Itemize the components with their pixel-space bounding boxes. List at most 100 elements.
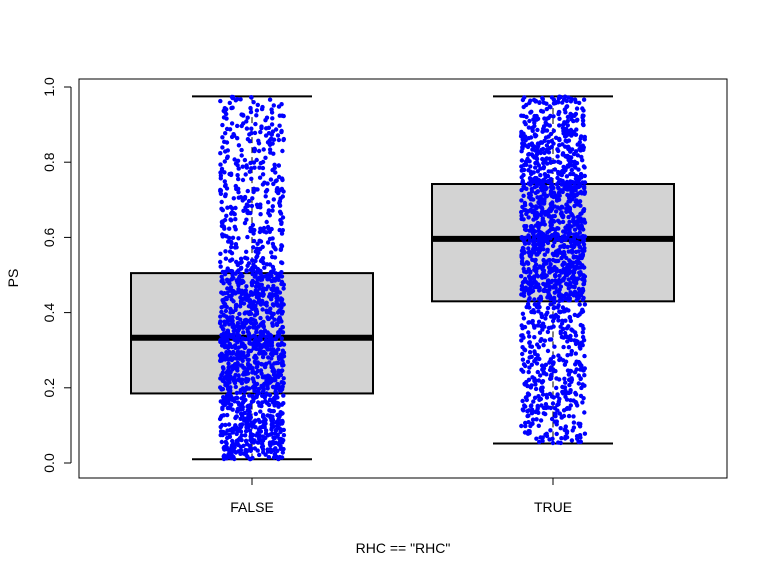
data-point [552,295,557,300]
x-tick-label-true: TRUE [534,499,572,515]
data-point [261,412,266,418]
data-point [246,294,251,299]
data-point [548,105,553,110]
data-point [239,437,244,443]
data-point [230,315,235,320]
data-point [560,189,565,195]
data-point [220,145,225,150]
data-point [245,263,250,268]
data-point [270,264,276,270]
data-point [243,288,248,293]
data-point [252,359,258,364]
data-point [233,183,238,189]
data-point [551,395,556,400]
data-point [269,311,274,316]
data-point [246,198,252,204]
data-point [556,197,562,202]
data-point [281,282,286,287]
data-point [241,330,246,335]
data-point [227,235,232,241]
data-point [557,109,562,115]
data-point [541,405,547,411]
data-point [225,154,230,159]
data-point [519,158,525,163]
data-point [251,245,256,250]
data-point [544,392,549,398]
data-point [232,224,237,229]
data-point [220,135,225,140]
data-point [572,203,577,209]
data-point [521,162,527,168]
data-point [223,454,228,459]
data-point [271,385,276,390]
data-point [240,177,246,183]
data-point [547,391,553,397]
data-point [546,214,551,219]
data-point [223,422,228,428]
data-point [236,190,241,195]
data-point [276,190,281,196]
data-point [562,376,567,381]
data-point [533,99,538,104]
data-point [569,250,575,255]
data-point [250,196,255,201]
data-point [571,414,576,419]
data-point [550,401,556,406]
data-point [239,413,245,418]
data-point [548,428,553,433]
data-point [233,423,238,428]
data-point [576,286,582,292]
data-point [260,104,265,110]
data-point [243,172,248,177]
data-point [575,153,580,158]
data-point [559,321,565,326]
data-point [537,204,543,209]
data-point [252,148,257,154]
data-point [552,204,558,209]
data-point [237,402,242,407]
data-point [256,400,261,405]
data-point [567,282,572,287]
data-point [520,180,525,185]
data-point [270,116,275,121]
data-point [225,205,230,210]
data-point [526,215,531,220]
data-point [569,117,574,122]
data-point [267,392,273,398]
data-point [582,410,587,415]
data-point [278,427,283,432]
data-point [223,182,228,188]
data-point [549,266,554,271]
data-point [540,240,546,245]
data-point [545,236,551,241]
data-point [555,314,561,320]
data-point [263,421,268,426]
data-point [568,111,573,117]
data-point [557,273,562,278]
data-point [256,275,262,280]
data-point [276,384,281,389]
data-point [222,447,227,452]
data-point [229,402,234,407]
data-point [251,325,256,330]
data-point [225,148,230,153]
data-point [520,280,526,285]
data-point [235,349,241,354]
data-point [253,411,258,417]
data-point [232,212,237,217]
x-axis: FALSE TRUE [230,477,572,515]
data-point [217,416,223,422]
data-point [555,393,560,399]
data-point [241,208,246,213]
data-point [561,243,567,248]
data-point [538,173,543,178]
data-point [552,240,557,245]
data-point [264,308,269,313]
data-point [580,368,586,373]
data-point [238,429,244,434]
data-point [556,185,561,190]
data-point [576,421,581,426]
data-point [279,305,284,310]
data-point [272,403,277,408]
data-point [269,356,274,361]
